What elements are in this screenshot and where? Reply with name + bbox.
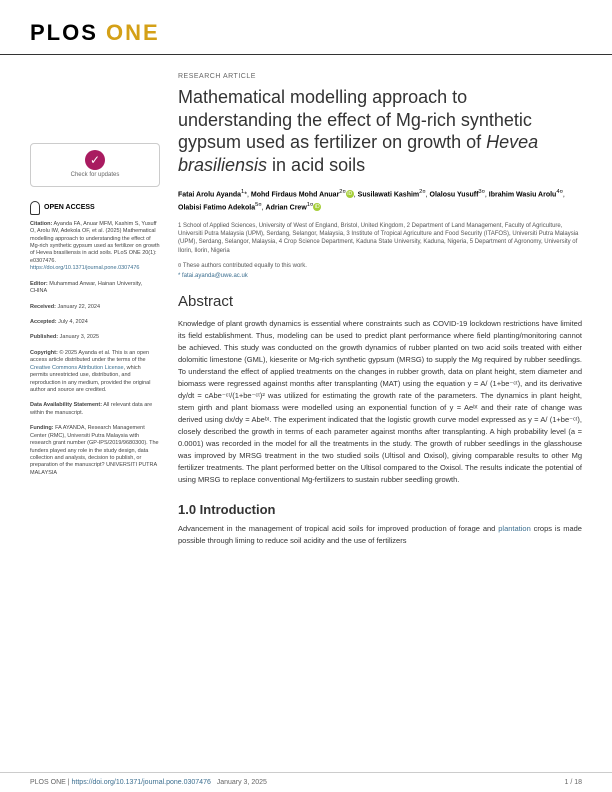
open-access-label: OPEN ACCESS <box>44 203 95 212</box>
author-list: Fatai Arolu Ayanda1*, Mohd Firdaus Mohd … <box>178 188 582 214</box>
received-block: Received: January 22, 2024 <box>30 304 160 311</box>
funding-block: Funding: FA AYANDA, Research Management … <box>30 425 160 477</box>
check-icon: ✓ <box>85 150 105 170</box>
sidebar: ✓ Check for updates OPEN ACCESS Citation… <box>30 73 160 547</box>
check-updates-badge[interactable]: ✓ Check for updates <box>30 143 160 187</box>
corresponding-email[interactable]: * fatai.ayanda@uwe.ac.uk <box>178 273 582 279</box>
footer-journal: PLOS ONE | <box>30 779 70 786</box>
page-number: 1 / 18 <box>564 779 582 786</box>
article-type: RESEARCH ARTICLE <box>178 73 582 80</box>
affiliations: 1 School of Applied Sciences, University… <box>178 222 582 256</box>
abstract-text: Knowledge of plant growth dynamics is es… <box>178 318 582 486</box>
published-block: Published: January 3, 2025 <box>30 334 160 341</box>
abstract-heading: Abstract <box>178 293 582 310</box>
journal-header: PLOS ONE <box>0 0 612 55</box>
page-content: ✓ Check for updates OPEN ACCESS Citation… <box>0 55 612 547</box>
equal-contribution-note: ¤ These authors contributed equally to t… <box>178 263 582 269</box>
orcid-icon[interactable]: iD <box>346 190 354 198</box>
citation-doi-link[interactable]: https://doi.org/10.1371/journal.pone.030… <box>30 265 139 271</box>
check-updates-label: Check for updates <box>37 172 153 180</box>
journal-name: PLOS ONE <box>30 20 160 45</box>
data-availability-block: Data Availability Statement: All relevan… <box>30 402 160 417</box>
footer-doi-link[interactable]: https://doi.org/10.1371/journal.pone.030… <box>72 779 211 786</box>
lock-open-icon <box>30 201 40 215</box>
article-title: Mathematical modelling approach to under… <box>178 86 582 176</box>
accepted-block: Accepted: July 4, 2024 <box>30 319 160 326</box>
orcid-icon[interactable]: iD <box>313 203 321 211</box>
main-column: RESEARCH ARTICLE Mathematical modelling … <box>178 73 582 547</box>
editor-block: Editor: Muhammad Anwar, Hainan Universit… <box>30 281 160 296</box>
page-footer: PLOS ONE | https://doi.org/10.1371/journ… <box>0 772 612 792</box>
intro-text: Advancement in the management of tropica… <box>178 523 582 547</box>
citation-block: Citation: Ayanda FA, Anuar MFM, Kashim S… <box>30 221 160 273</box>
footer-date: January 3, 2025 <box>217 779 267 786</box>
open-access-badge: OPEN ACCESS <box>30 201 160 215</box>
plantation-link[interactable]: plantation <box>498 524 531 533</box>
intro-heading: 1.0 Introduction <box>178 502 582 517</box>
copyright-block: Copyright: © 2025 Ayanda et al. This is … <box>30 350 160 395</box>
cc-license-link[interactable]: Creative Commons Attribution License <box>30 365 124 371</box>
